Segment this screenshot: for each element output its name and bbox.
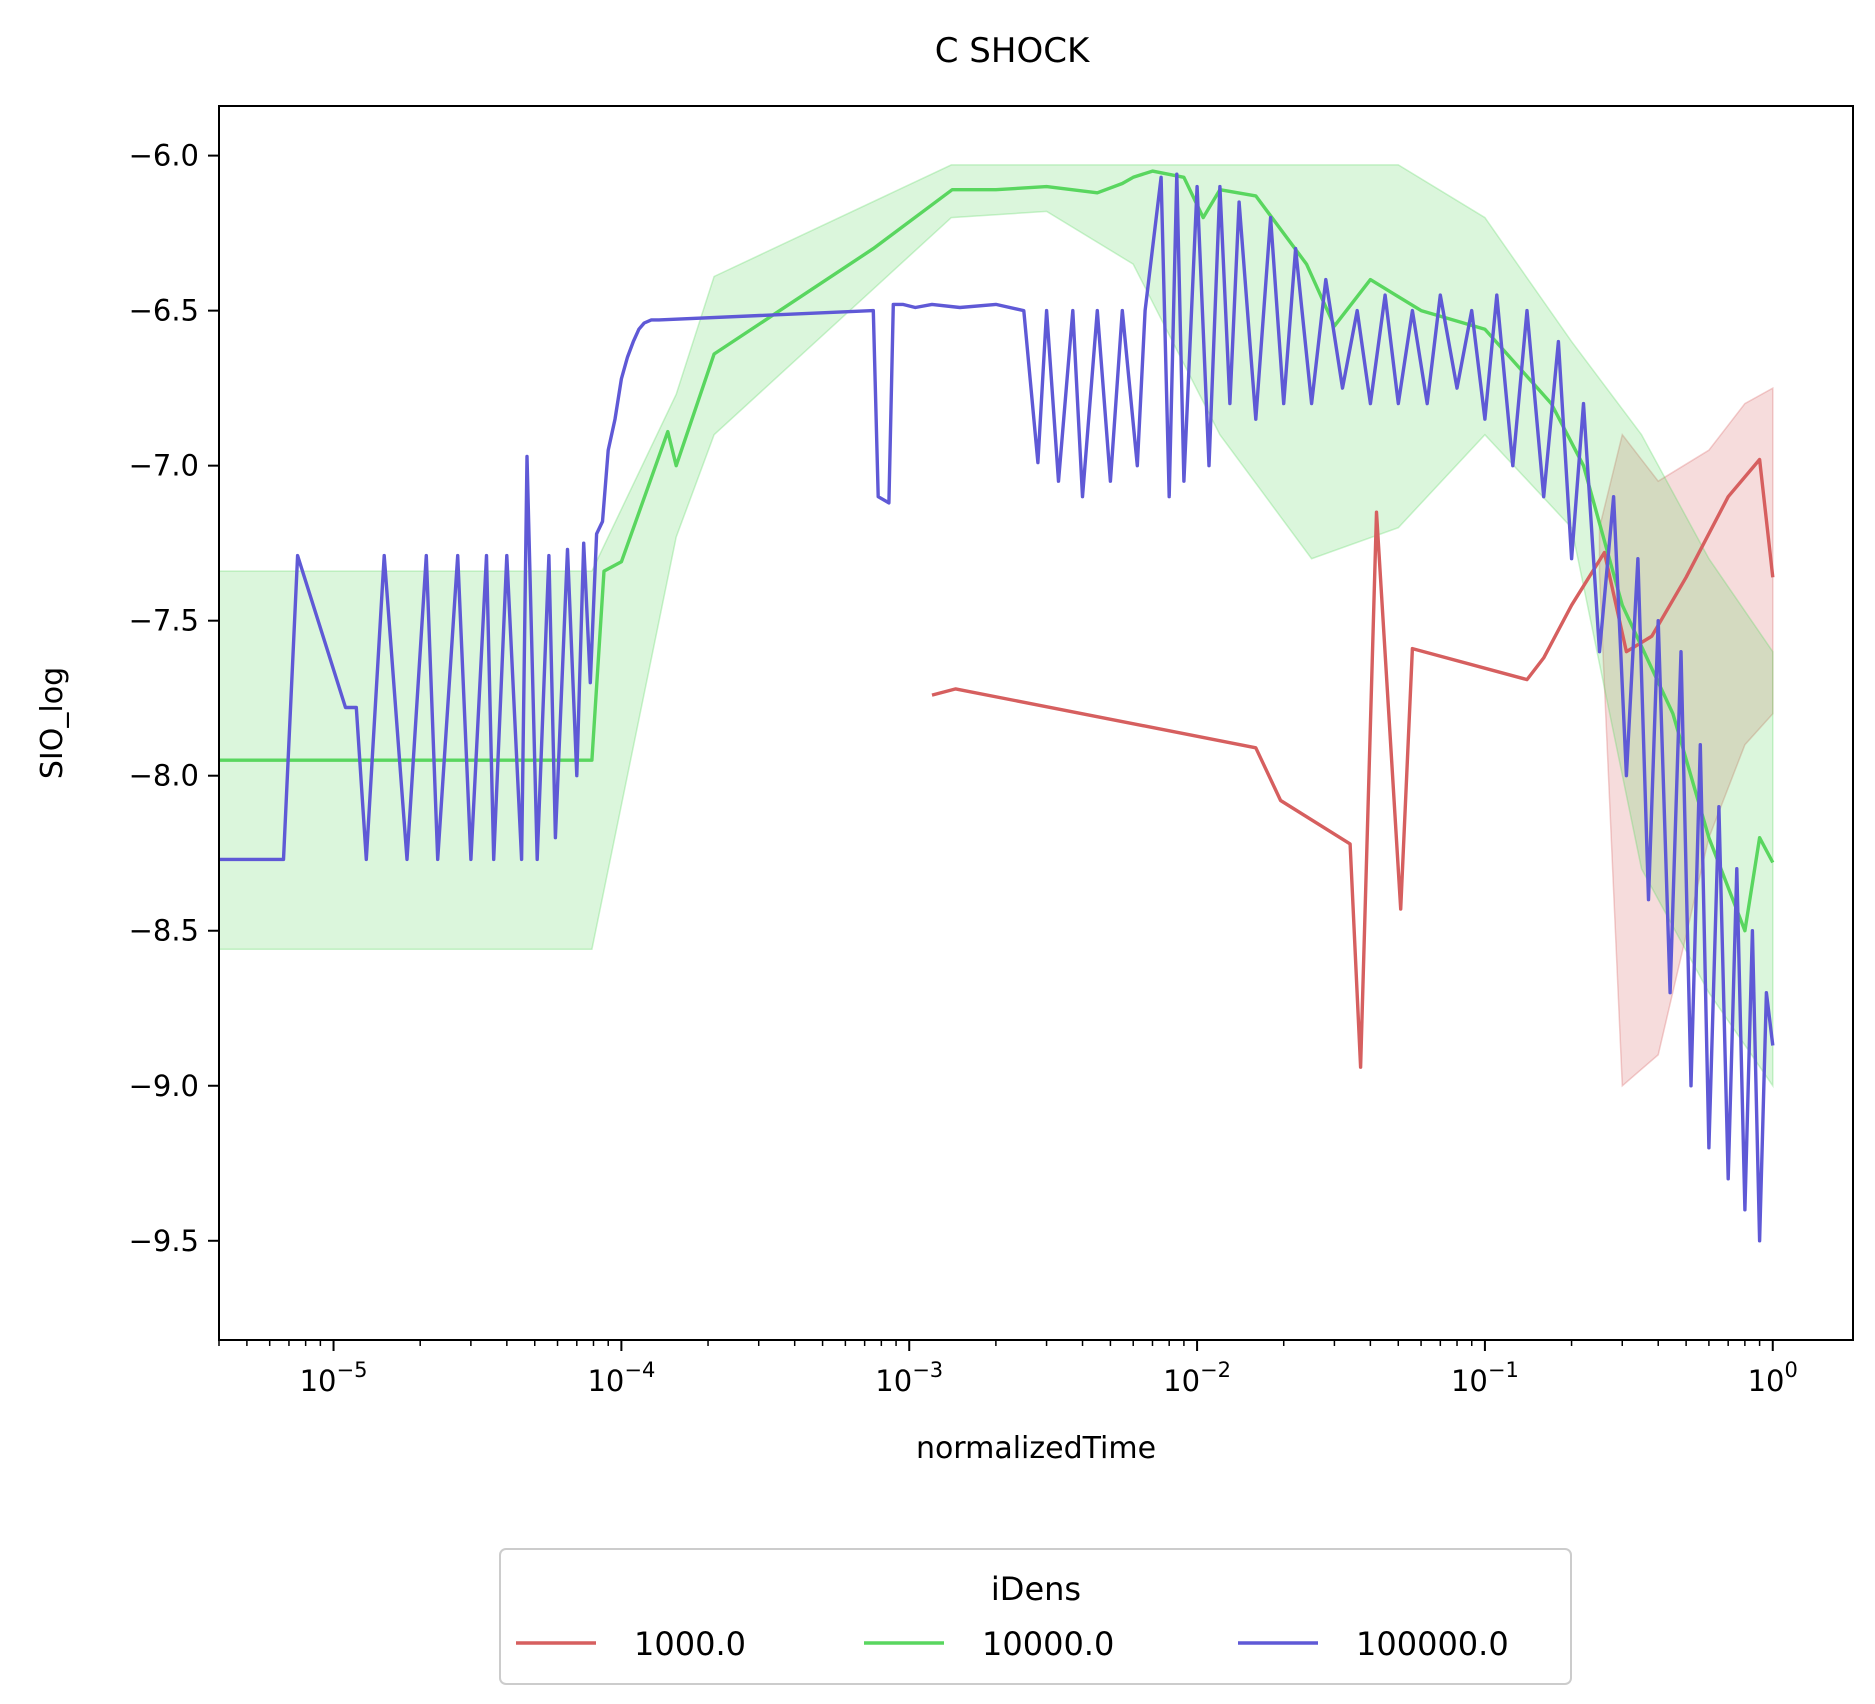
legend-title: iDens [991,1570,1081,1608]
y-axis-ticks: −6.0 −6.5 −7.0 −7.5 −8.0 −8.5 −9.0 −9.5 [129,139,219,1258]
y-tick-label: −6.5 [129,294,199,328]
y-tick-label: −7.5 [129,604,199,638]
legend-label-2: 10000.0 [982,1625,1114,1663]
band-series-2 [219,164,1774,1089]
x-tick-label: 10−1 [1451,1358,1519,1398]
y-tick-label: −9.0 [129,1069,199,1103]
legend-label-3: 100000.0 [1356,1625,1509,1663]
y-tick-label: −8.5 [129,914,199,948]
x-tick-label: 10−5 [300,1358,368,1398]
x-axis-ticks: 10−5 10−4 10−3 10−2 10−1 100 [218,1340,1798,1398]
y-tick-label: −9.5 [129,1224,199,1258]
legend-label-1: 1000.0 [634,1625,746,1663]
plot-frame [218,105,1854,1341]
chart-title: C SHOCK [935,31,1091,71]
x-tick-label: 10−3 [875,1358,943,1398]
line-series-1 [931,457,1775,1069]
legend-box [499,1548,1572,1685]
y-axis-label: SIO_log [35,667,70,779]
x-axis-label: normalizedTime [916,1431,1156,1466]
line-series-3 [219,172,1775,1243]
x-tick-label: 10−2 [1163,1358,1231,1398]
series-lines [219,169,1775,1243]
confidence-bands [219,164,1774,1089]
x-tick-label: 100 [1748,1358,1798,1398]
band-series-1 [1598,386,1774,1088]
legend: iDens 1000.0 10000.0 100000.0 [499,1548,1572,1685]
y-tick-label: −7.0 [129,449,199,483]
y-tick-label: −6.0 [129,139,199,173]
y-tick-label: −8.0 [129,759,199,793]
x-tick-label: 10−4 [587,1358,655,1398]
